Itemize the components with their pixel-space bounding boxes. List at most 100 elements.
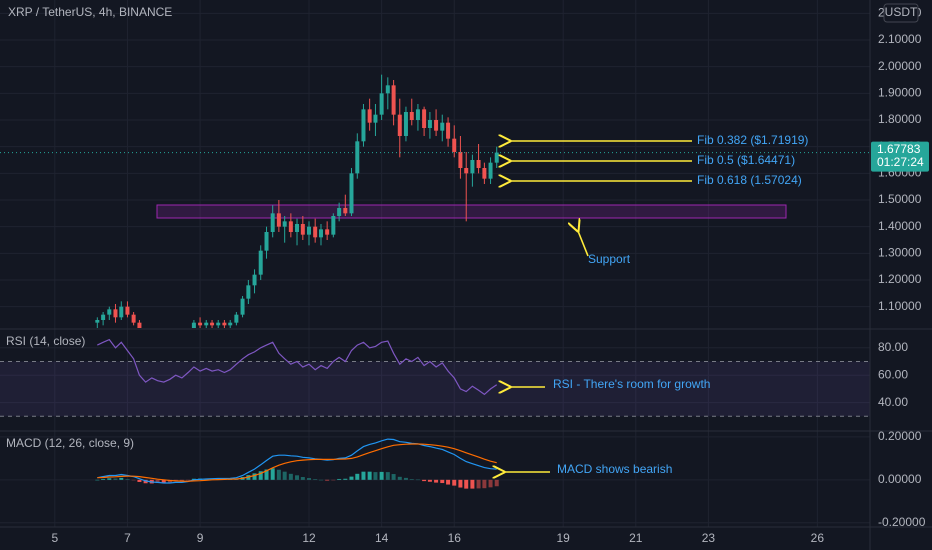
histogram-bar bbox=[179, 479, 184, 482]
y-tick-label: 1.20000 bbox=[878, 272, 922, 286]
y-tick-label: 2.00000 bbox=[878, 59, 922, 73]
candle-body bbox=[300, 224, 305, 235]
histogram-bar bbox=[482, 479, 487, 489]
histogram-bar bbox=[422, 479, 427, 482]
candle-body bbox=[288, 221, 293, 232]
candle-body bbox=[234, 314, 239, 323]
histogram-bar bbox=[119, 477, 124, 480]
histogram-bar bbox=[446, 479, 451, 485]
annotation-arrow bbox=[578, 231, 589, 257]
histogram-bar bbox=[337, 478, 342, 480]
price-pane bbox=[0, 74, 870, 328]
y-tick-label: 40.00 bbox=[878, 395, 908, 409]
candle-body bbox=[258, 250, 263, 275]
histogram-bar bbox=[385, 472, 390, 480]
y-tick-label: 0.20000 bbox=[878, 429, 922, 443]
x-tick-label: 9 bbox=[197, 531, 204, 545]
currency-label: USDT bbox=[885, 5, 918, 19]
histogram-bar bbox=[452, 479, 457, 486]
histogram-bar bbox=[258, 471, 263, 480]
annotation-text: RSI - There's room for growth bbox=[553, 377, 710, 391]
candle-body bbox=[113, 309, 118, 318]
histogram-bar bbox=[343, 478, 348, 480]
histogram-bar bbox=[355, 473, 360, 480]
histogram-bar bbox=[349, 476, 354, 480]
candle-body bbox=[228, 322, 233, 326]
y-tick-label: 1.10000 bbox=[878, 299, 922, 313]
histogram-bar bbox=[440, 479, 445, 484]
indicator-line bbox=[97, 443, 497, 482]
annotation-text: Fib 0.618 (1.57024) bbox=[697, 173, 802, 187]
candle-body bbox=[470, 160, 475, 174]
candle-body bbox=[276, 213, 281, 227]
annotation-text: MACD shows bearish bbox=[557, 462, 672, 476]
annotation-text: Fib 0.382 ($1.71919) bbox=[697, 133, 808, 147]
histogram-bar bbox=[300, 477, 305, 480]
candle-body bbox=[385, 85, 390, 94]
histogram-bar bbox=[427, 479, 432, 482]
candle-body bbox=[415, 109, 420, 120]
histogram-bar bbox=[415, 479, 420, 481]
histogram-bar bbox=[143, 479, 148, 484]
candle-body bbox=[349, 173, 354, 214]
candle-body bbox=[191, 322, 196, 328]
y-tick-label: 0.00000 bbox=[878, 472, 922, 486]
histogram-bar bbox=[113, 478, 118, 480]
candle-body bbox=[131, 314, 136, 323]
x-tick-label: 26 bbox=[811, 531, 825, 545]
histogram-bar bbox=[488, 479, 493, 488]
y-tick-label: 1.90000 bbox=[878, 86, 922, 100]
histogram-bar bbox=[331, 479, 336, 481]
histogram-bar bbox=[494, 479, 499, 487]
candle-body bbox=[367, 109, 372, 123]
candle-body bbox=[313, 226, 318, 238]
last-price-badge bbox=[871, 141, 929, 172]
candle-body bbox=[434, 120, 439, 131]
histogram-bar bbox=[288, 473, 293, 480]
candle-body bbox=[482, 168, 487, 179]
candle-body bbox=[216, 322, 221, 326]
x-tick-label: 14 bbox=[375, 531, 389, 545]
rsi-band bbox=[0, 361, 870, 417]
x-tick-label: 7 bbox=[124, 531, 131, 545]
histogram-bar bbox=[361, 471, 366, 480]
histogram-bar bbox=[161, 479, 166, 484]
candle-body bbox=[222, 322, 227, 326]
histogram-bar bbox=[95, 479, 100, 481]
candle-body bbox=[107, 309, 112, 315]
indicator-line bbox=[97, 438, 497, 484]
y-tick-label: 80.00 bbox=[878, 340, 908, 354]
histogram-bar bbox=[391, 474, 396, 480]
histogram-bar bbox=[470, 479, 475, 489]
support-zone bbox=[156, 204, 787, 219]
histogram-bar bbox=[252, 473, 257, 480]
candle-body bbox=[440, 122, 445, 131]
candle-body bbox=[325, 229, 330, 235]
x-tick-label: 19 bbox=[556, 531, 570, 545]
candle-body bbox=[379, 93, 384, 115]
candle-body bbox=[307, 226, 312, 235]
candle-body bbox=[355, 141, 360, 174]
histogram-bar bbox=[313, 479, 318, 480]
histogram-bar bbox=[367, 471, 372, 480]
candle-body bbox=[137, 322, 142, 328]
y-tick-label: 1.40000 bbox=[878, 219, 922, 233]
x-tick-label: 5 bbox=[51, 531, 58, 545]
candle-body bbox=[373, 114, 378, 123]
histogram-bar bbox=[264, 469, 269, 480]
histogram-bar bbox=[434, 479, 439, 483]
chart-title: XRP / TetherUS, 4h, BINANCE bbox=[8, 5, 172, 19]
last-price-label: 1.67783 bbox=[877, 142, 921, 156]
candle-body bbox=[452, 138, 457, 152]
y-tick-label: 2.10000 bbox=[878, 32, 922, 46]
x-tick-label: 21 bbox=[629, 531, 643, 545]
histogram-bar bbox=[270, 468, 275, 480]
histogram-bar bbox=[186, 479, 191, 481]
candle-body bbox=[210, 322, 215, 326]
candle-body bbox=[270, 213, 275, 232]
candle-body bbox=[458, 152, 463, 168]
countdown-label: 01:27:24 bbox=[877, 155, 924, 169]
histogram-bar bbox=[464, 479, 469, 489]
y-tick-label: 60.00 bbox=[878, 367, 908, 381]
